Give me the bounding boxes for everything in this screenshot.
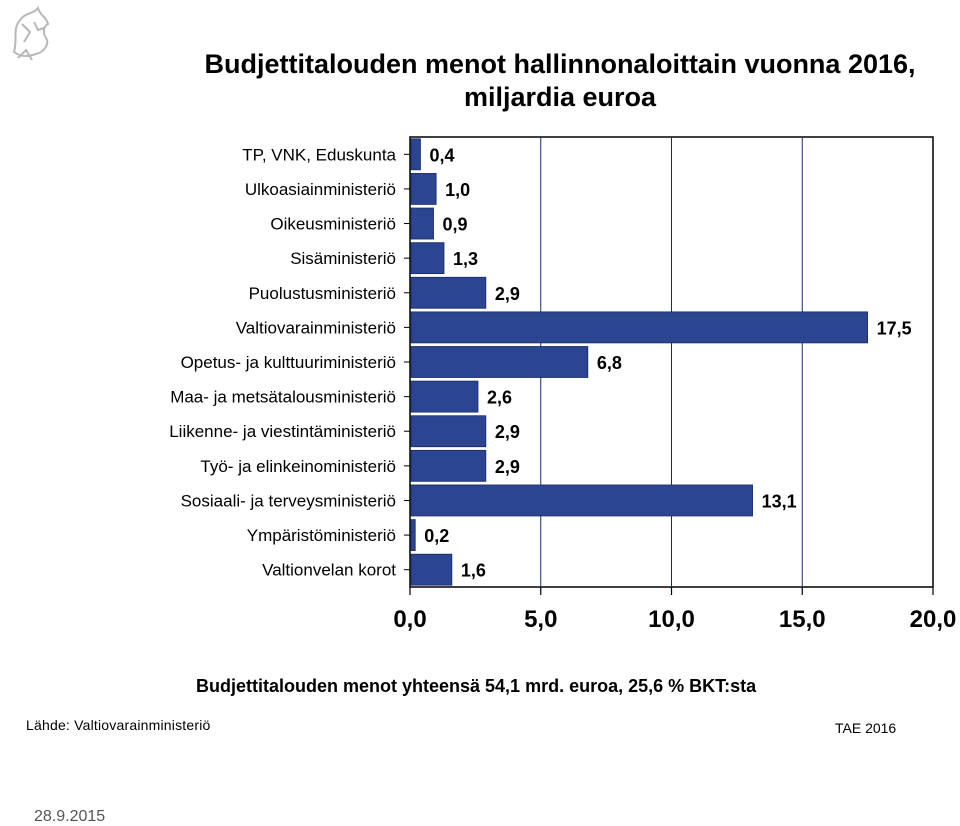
- category-label-1: Ulkoasiainministeriö: [245, 180, 396, 199]
- budget-tag: TAE 2016: [835, 720, 897, 736]
- category-label-0: TP, VNK, Eduskunta: [242, 145, 396, 164]
- bar-3: [410, 242, 445, 275]
- category-label-2: Oikeusministeriö: [270, 215, 396, 234]
- x-tick-label-4: 20,0: [910, 606, 957, 633]
- bar-chart: TP, VNK, Eduskunta 0,4 Ulkoasiainministeri…: [169, 136, 957, 633]
- data-label-3: 1,3: [453, 249, 478, 269]
- bar-5: [410, 311, 869, 344]
- bar-12: [410, 553, 453, 586]
- category-label-3: Sisäministeriö: [290, 249, 396, 268]
- category-label-10: Sosiaali- ja terveysministeriö: [181, 491, 396, 510]
- source-note: Lähde: Valtiovarainministeriö: [26, 717, 211, 733]
- category-label-11: Ympäristöministeriö: [247, 526, 396, 545]
- slide-date: 28.9.2015: [34, 808, 106, 825]
- category-label-5: Valtiovarainministeriö: [236, 318, 396, 337]
- chart-title-line2: miljardia euroa: [463, 82, 657, 112]
- chart-title-line1: Budjettitalouden menot hallinnonaloittai…: [204, 49, 916, 79]
- total-spending-note: Budjettitalouden menot yhteensä 54,1 mrd…: [196, 676, 757, 696]
- bar-9: [410, 449, 487, 482]
- data-label-10: 13,1: [762, 491, 797, 511]
- bar-8: [410, 415, 487, 448]
- bar-7: [410, 380, 479, 413]
- chart-title: Budjettitalouden menot hallinnonaloittai…: [130, 48, 960, 114]
- category-label-6: Opetus- ja kulttuuriministeriö: [181, 353, 396, 372]
- data-label-7: 2,6: [487, 388, 512, 408]
- data-label-2: 0,9: [443, 215, 468, 235]
- bar-11: [410, 519, 416, 551]
- data-label-6: 6,8: [597, 353, 622, 373]
- data-label-11: 0,2: [424, 526, 449, 546]
- x-tick-label-0: 0,0: [393, 606, 426, 633]
- category-label-4: Puolustusministeriö: [249, 284, 396, 303]
- x-tick-label-3: 15,0: [779, 606, 826, 633]
- data-label-12: 1,6: [461, 561, 486, 581]
- bar-0: [410, 138, 421, 171]
- bar-2: [410, 207, 434, 240]
- lion-emblem-icon: [12, 5, 50, 61]
- bar-6: [410, 346, 589, 378]
- bar-4: [410, 276, 487, 309]
- x-tick-label-2: 10,0: [648, 606, 695, 633]
- bar-1: [410, 173, 437, 205]
- category-label-7: Maa- ja metsätalousministeriö: [170, 388, 396, 407]
- x-tick-label-1: 5,0: [524, 606, 557, 633]
- bar-10: [410, 484, 753, 517]
- data-label-1: 1,0: [445, 180, 470, 200]
- category-label-8: Liikenne- ja viestintäministeriö: [169, 422, 396, 441]
- data-label-5: 17,5: [877, 318, 912, 338]
- category-label-12: Valtionvelan korot: [262, 561, 396, 580]
- data-label-9: 2,9: [495, 457, 520, 477]
- data-label-8: 2,9: [495, 422, 520, 442]
- data-label-0: 0,4: [429, 145, 454, 165]
- category-label-9: Työ- ja elinkeinoministeriö: [200, 457, 396, 476]
- data-label-4: 2,9: [495, 284, 520, 304]
